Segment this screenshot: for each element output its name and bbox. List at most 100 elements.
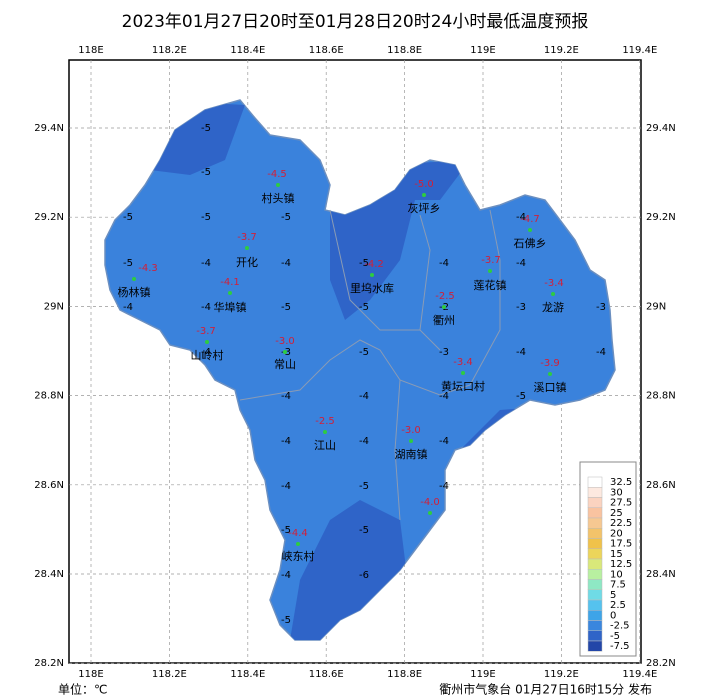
lon-tick-label: 119.4E bbox=[622, 45, 657, 56]
station-name: 衢州 bbox=[433, 314, 455, 327]
isoline-label: -5 bbox=[281, 525, 291, 536]
legend-swatch bbox=[587, 610, 603, 621]
station-dot bbox=[488, 269, 492, 273]
lon-tick-label: 118.2E bbox=[152, 45, 187, 56]
isoline-label: -4 bbox=[201, 302, 211, 313]
station-dot bbox=[442, 305, 446, 309]
station-name: 村头镇 bbox=[262, 191, 295, 205]
legend-swatch bbox=[587, 569, 603, 580]
legend-swatch bbox=[587, 517, 603, 529]
station-temp: -3.0 bbox=[401, 425, 421, 436]
station-name: 里坞水库 bbox=[350, 281, 394, 295]
legend: 32.53027.52522.52017.51512.5107.552.50-2… bbox=[579, 461, 637, 657]
station-temp: -3.7 bbox=[237, 232, 257, 243]
isoline-label: -4 bbox=[439, 436, 449, 447]
station-dot bbox=[323, 430, 327, 434]
legend-label: 32.5 bbox=[610, 477, 632, 488]
station-dot bbox=[228, 291, 232, 295]
legend-swatch bbox=[587, 640, 603, 652]
station-temp: -4.4 bbox=[288, 528, 308, 539]
isoline-label: -3 bbox=[439, 347, 449, 358]
lat-tick-label: 28.2N bbox=[34, 658, 64, 669]
station-temp: -4.7 bbox=[520, 214, 540, 225]
station-temp: -3.7 bbox=[481, 255, 501, 266]
lat-tick-label: 29N bbox=[44, 301, 64, 312]
isoline-label: -4 bbox=[281, 570, 291, 581]
lat-tick-label: 29.4N bbox=[646, 123, 676, 134]
station-temp: -3.4 bbox=[544, 278, 564, 289]
station-name: 江山 bbox=[314, 439, 336, 452]
lon-tick-label: 119E bbox=[470, 45, 495, 56]
isoline-label: -4 bbox=[201, 347, 211, 358]
border bbox=[419, 214, 431, 331]
station-dot bbox=[551, 292, 555, 296]
station-dot bbox=[276, 183, 280, 187]
station-dot bbox=[461, 371, 465, 375]
isoline-label: -5 bbox=[123, 212, 133, 223]
isoline-label: -5 bbox=[281, 615, 291, 626]
lat-tick-label: 28.6N bbox=[646, 480, 676, 491]
lon-tick-label: 118E bbox=[78, 669, 103, 680]
station-dot bbox=[132, 277, 136, 281]
legend-swatch bbox=[587, 476, 603, 488]
legend-label: 7.5 bbox=[610, 580, 626, 591]
isoline-label: -5 bbox=[123, 258, 133, 269]
map-title: 2023年01月27日20时至01月28日20时24小时最低温度预报 bbox=[122, 12, 589, 32]
station-dot bbox=[548, 372, 552, 376]
station-name: 开化 bbox=[236, 255, 258, 269]
station-temp: -3.4 bbox=[453, 357, 473, 368]
unit: 单位：℃ bbox=[58, 682, 107, 697]
isoline-label: -6 bbox=[359, 570, 369, 581]
station-name: 湖南镇 bbox=[395, 447, 428, 461]
station-dot bbox=[409, 439, 413, 443]
station-temp: -2.5 bbox=[315, 416, 335, 427]
legend-swatch bbox=[587, 630, 603, 642]
isoline-label: -4 bbox=[439, 258, 449, 269]
lat-tick-label: 28.8N bbox=[34, 391, 64, 402]
isoline-label: -4 bbox=[281, 436, 291, 447]
isoline-label: -5 bbox=[359, 481, 369, 492]
isoline-label: -4 bbox=[359, 436, 369, 447]
isoline-label: -3 bbox=[516, 302, 526, 313]
lon-tick-label: 118.6E bbox=[309, 669, 344, 680]
isoline-label: -4 bbox=[281, 258, 291, 269]
legend-label: 17.5 bbox=[610, 539, 632, 550]
lon-tick-label: 118.8E bbox=[387, 45, 422, 56]
isoline-label: -4 bbox=[516, 347, 526, 358]
lon-tick-label: 118.2E bbox=[152, 669, 187, 680]
station-dot bbox=[205, 340, 209, 344]
isoline-label: -4 bbox=[359, 391, 369, 402]
isoline-label: -5 bbox=[359, 347, 369, 358]
lat-tick-label: 29.2N bbox=[646, 212, 676, 223]
station-temp: -4.5 bbox=[267, 169, 287, 180]
lon-tick-label: 118.8E bbox=[387, 669, 422, 680]
station-name: 山岭村 bbox=[191, 348, 224, 362]
station-dot bbox=[422, 193, 426, 197]
isoline-label: -5 bbox=[281, 302, 291, 313]
isoline-label: -4 bbox=[516, 212, 526, 223]
station-temp: -4.3 bbox=[138, 263, 158, 274]
legend-label: 12.5 bbox=[610, 559, 632, 570]
lat-tick-label: 29N bbox=[646, 301, 666, 312]
station-temp: -3.0 bbox=[275, 336, 295, 347]
isoline-label: -4 bbox=[439, 481, 449, 492]
isoline-label: -5 bbox=[281, 212, 291, 223]
border bbox=[469, 209, 501, 386]
station-temp: -3.7 bbox=[196, 326, 216, 337]
station-name: 常山 bbox=[274, 358, 296, 371]
lon-tick-label: 118.4E bbox=[230, 669, 265, 680]
legend-label: 30 bbox=[610, 487, 623, 498]
isoline-label: -3 bbox=[596, 302, 606, 313]
station-name: 杨林镇 bbox=[118, 285, 151, 299]
lat-tick-label: 28.4N bbox=[34, 569, 64, 580]
isoline-label: -4 bbox=[123, 302, 133, 313]
lon-tick-label: 118.6E bbox=[309, 45, 344, 56]
station-dot bbox=[283, 350, 287, 354]
station-name: 石佛乡 bbox=[514, 237, 547, 250]
legend-label: -5 bbox=[610, 631, 620, 642]
legend-swatch bbox=[587, 579, 603, 590]
station-name: 灰坪乡 bbox=[408, 201, 441, 215]
legend-swatch bbox=[587, 599, 603, 611]
station-name: 龙游 bbox=[542, 301, 564, 314]
